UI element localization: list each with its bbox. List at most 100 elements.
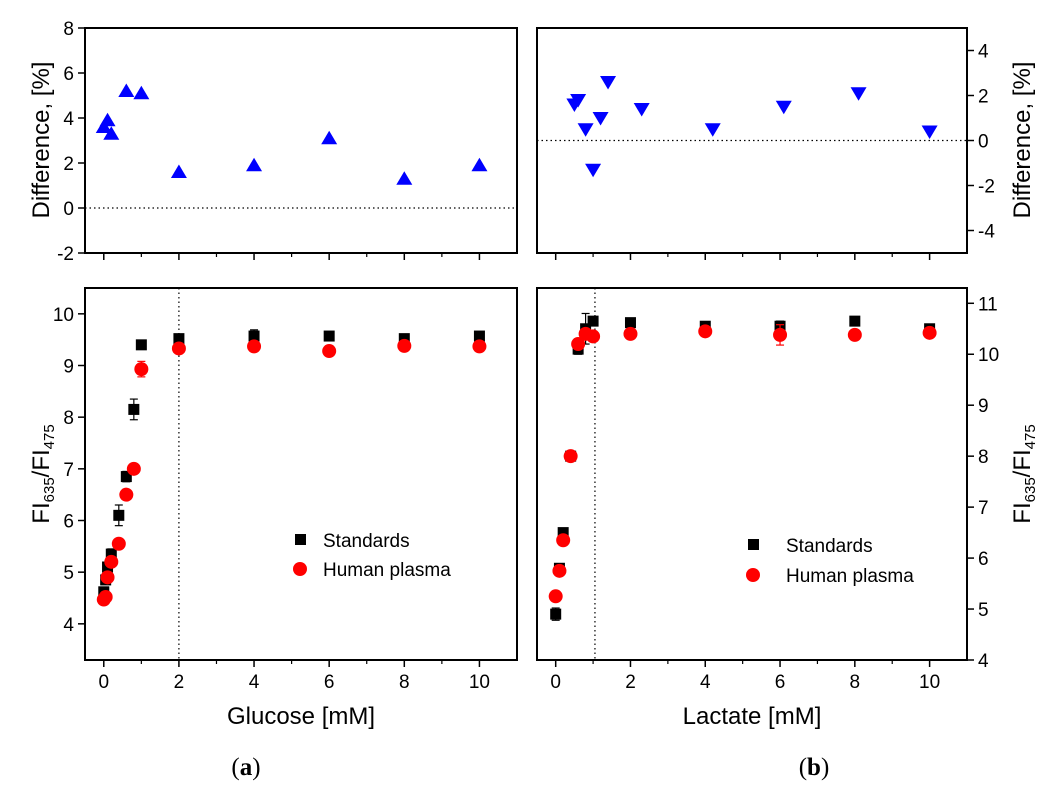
data-point-difference bbox=[775, 100, 792, 115]
legend-b-standards-marker bbox=[748, 539, 759, 550]
y-tick-label: 9 bbox=[978, 396, 989, 417]
data-point-standards bbox=[323, 330, 335, 342]
data-point-plasma bbox=[322, 344, 337, 359]
x-tick-label: 2 bbox=[174, 672, 185, 693]
panel-b-bottom-frame bbox=[536, 287, 968, 661]
data-point-plasma bbox=[563, 449, 578, 464]
data-point-plasma bbox=[773, 327, 788, 342]
caption-a-letter: a bbox=[240, 754, 253, 781]
y-tick-label: -4 bbox=[978, 222, 995, 243]
y-tick-label: 5 bbox=[63, 563, 74, 584]
data-point-standards bbox=[550, 608, 562, 620]
y-tick-label: 4 bbox=[63, 615, 74, 636]
data-point-standards bbox=[587, 315, 599, 327]
ylabel-fi-sub2: 475 bbox=[1022, 424, 1039, 449]
data-point-difference bbox=[118, 83, 135, 97]
x-tick-label: 4 bbox=[700, 672, 711, 693]
data-point-standards bbox=[849, 315, 861, 327]
data-point-standards bbox=[473, 330, 485, 342]
xlabel-lactate: Lactate [mM] bbox=[683, 703, 822, 730]
data-point-standards bbox=[105, 548, 117, 560]
data-point-plasma bbox=[571, 337, 586, 352]
caption-a-open: ( bbox=[231, 754, 239, 781]
data-point-plasma bbox=[100, 570, 115, 585]
y-tick-label: 10 bbox=[978, 345, 999, 366]
data-point-standards bbox=[248, 330, 260, 342]
data-point-plasma bbox=[556, 533, 571, 548]
caption-b-open: ( bbox=[799, 754, 807, 781]
legend-a-plasma-marker bbox=[293, 562, 307, 576]
data-point-plasma bbox=[111, 536, 126, 551]
x-tick-label: 6 bbox=[775, 672, 786, 693]
data-point-plasma bbox=[586, 329, 601, 344]
data-point-standards bbox=[120, 471, 132, 483]
data-point-difference bbox=[704, 123, 721, 137]
data-point-plasma bbox=[472, 339, 487, 354]
x-tick-label: 4 bbox=[249, 672, 260, 693]
data-point-plasma bbox=[134, 362, 149, 377]
data-point-difference bbox=[570, 94, 587, 108]
x-tick-label: 10 bbox=[919, 672, 940, 693]
xlabel-glucose: Glucose [mM] bbox=[227, 703, 375, 730]
y-tick-label: 7 bbox=[978, 498, 989, 519]
ylabel-fi-slash: /FI bbox=[1009, 449, 1036, 477]
y-tick-label: 9 bbox=[63, 357, 74, 378]
data-point-difference bbox=[99, 112, 116, 127]
y-tick-label: 5 bbox=[978, 600, 989, 621]
data-point-plasma bbox=[104, 554, 119, 569]
y-tick-label: 4 bbox=[63, 109, 74, 130]
ylabel-diff-left: Difference, [%] bbox=[28, 62, 55, 219]
legend-a-standards-marker bbox=[295, 534, 306, 545]
x-tick-label: 0 bbox=[550, 672, 561, 693]
ylabel-fi-sub2: 475 bbox=[41, 424, 58, 449]
ylabel-fi-main: FI bbox=[1009, 502, 1036, 523]
y-tick-label: 2 bbox=[63, 154, 74, 175]
data-point-plasma bbox=[247, 339, 262, 354]
ylabel-fi-left: FI635/FI475 bbox=[28, 424, 58, 523]
legend-b-standards-label: Standards bbox=[786, 536, 873, 557]
legend-b-plasma-label: Human plasma bbox=[786, 566, 914, 587]
data-point-difference bbox=[585, 163, 602, 178]
y-tick-label: 6 bbox=[978, 549, 989, 570]
data-point-difference bbox=[850, 87, 867, 101]
legend-b-plasma-marker bbox=[746, 568, 760, 582]
x-tick-label: 8 bbox=[850, 672, 861, 693]
panel-b-top: -4 -2 0 2 4 bbox=[537, 42, 995, 260]
y-tick-label: 4 bbox=[978, 651, 989, 672]
y-tick-label: 0 bbox=[63, 199, 74, 220]
data-point-standards bbox=[624, 317, 636, 329]
y-tick-label: 6 bbox=[63, 64, 74, 85]
data-point-plasma bbox=[126, 461, 141, 476]
data-point-standards bbox=[557, 527, 569, 539]
data-point-plasma bbox=[548, 589, 563, 604]
x-tick-label: 6 bbox=[324, 672, 335, 693]
data-point-difference bbox=[396, 171, 413, 185]
y-tick-label: 0 bbox=[978, 132, 989, 153]
panel-a-top: -2 0 2 4 6 8 bbox=[57, 19, 517, 265]
data-point-difference bbox=[321, 130, 338, 145]
y-tick-label: 10 bbox=[53, 305, 74, 326]
panel-b-bottom: 0 2 4 6 8 10 4 5 6 7 8 9 10 11 bbox=[548, 288, 999, 693]
ylabel-fi-sub1: 635 bbox=[1022, 477, 1039, 502]
y-tick-label: -2 bbox=[978, 177, 995, 198]
legend-a: Standards Human plasma bbox=[293, 531, 451, 581]
x-tick-label: 2 bbox=[625, 672, 636, 693]
data-point-difference bbox=[133, 85, 150, 100]
ylabel-fi-slash: /FI bbox=[28, 449, 55, 477]
data-point-plasma bbox=[552, 563, 567, 578]
ylabel-fi-sub1: 635 bbox=[41, 477, 58, 502]
data-point-standards bbox=[135, 339, 147, 351]
data-point-difference bbox=[103, 126, 120, 140]
data-point-difference bbox=[921, 125, 938, 139]
legend-b: Standards Human plasma bbox=[746, 536, 914, 587]
ylabel-diff-right: Difference, [%] bbox=[1009, 62, 1036, 219]
data-point-difference bbox=[170, 164, 187, 178]
panel-a-top-frame bbox=[84, 27, 518, 254]
caption-a: (a) bbox=[231, 754, 260, 781]
y-tick-label: 8 bbox=[63, 19, 74, 40]
caption-b: (b) bbox=[799, 754, 830, 781]
ylabel-fi-right: FI635/FI475 bbox=[1009, 424, 1039, 523]
data-point-difference bbox=[592, 112, 609, 126]
data-point-plasma bbox=[171, 341, 186, 356]
data-point-standards bbox=[128, 403, 140, 415]
